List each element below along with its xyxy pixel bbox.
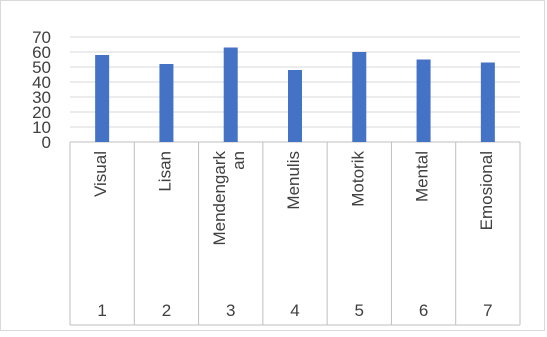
category-number: 4 [290,301,299,320]
bars [95,47,495,142]
y-tick-label: 0 [42,133,51,152]
chart-area: 0 10 20 30 40 50 60 70 Visual 1 Lisan 2 Mendengark a… [0,0,545,331]
y-tick-label: 70 [32,28,51,47]
category-label: Motorik [348,151,367,207]
category-number: 7 [483,301,492,320]
category-label: Lisan [155,151,174,192]
bar-1 [95,55,110,142]
category-number: 6 [419,301,428,320]
category-label: Menulis [284,151,303,210]
bar-2 [159,64,174,142]
bar-5 [352,52,367,142]
bar-3 [223,47,238,142]
y-tick-label: 30 [32,88,51,107]
category-label: an [229,151,248,170]
category-number: 1 [97,301,106,320]
category-number: 5 [355,301,364,320]
y-tick-label: 20 [32,103,51,122]
category-axis-table: Visual 1 Lisan 2 Mendengark an 3 Menulis 4 Motori… [69,142,521,326]
category-number: 2 [162,301,171,320]
y-tick-label: 60 [32,43,51,62]
category-number: 3 [226,301,235,320]
bar-7 [480,62,495,142]
category-label: Visual [91,151,110,197]
bar-4 [288,70,302,142]
y-tick-label: 50 [32,58,51,77]
bar-6 [416,59,431,142]
category-label: Mental [413,151,432,202]
category-label: Mendengark [210,151,229,246]
category-label: Emosional [477,151,496,230]
y-tick-label: 10 [32,118,51,137]
y-tick-label: 40 [32,73,51,92]
